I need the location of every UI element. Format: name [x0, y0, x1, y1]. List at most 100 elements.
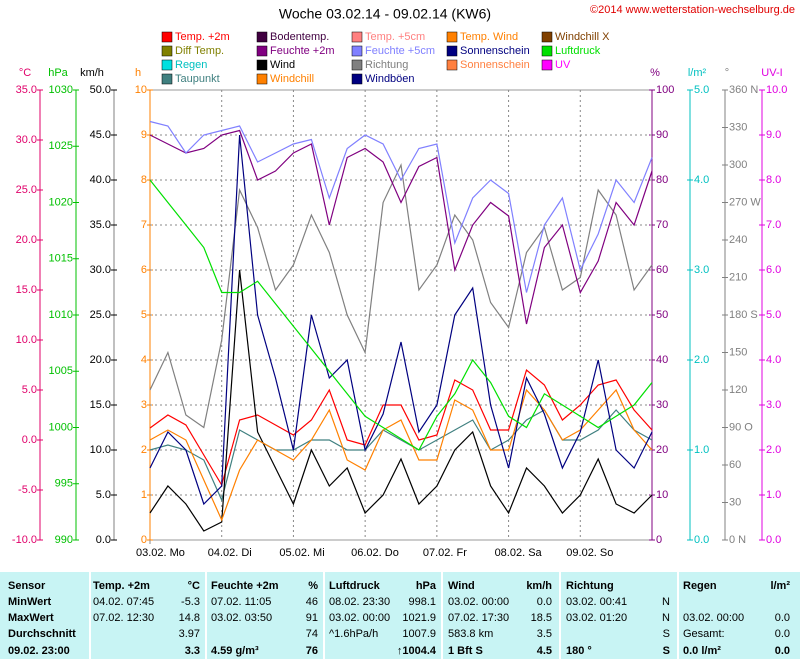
legend-swatch: [541, 59, 553, 71]
copyright: ©2014 www.wetterstation-wechselburg.de: [590, 4, 795, 16]
legend-swatch: [161, 73, 173, 85]
x-tick-label: 08.02. Sa: [495, 547, 543, 559]
y-tick-label: 240: [729, 234, 747, 246]
y-tick-label: 1030: [49, 84, 73, 96]
y-tick-label: 90 O: [729, 421, 753, 433]
table-cell: 0.0: [775, 645, 790, 657]
table-cell: 0.0: [775, 612, 790, 624]
axis-unit: hPa: [48, 67, 68, 79]
table-cell: 07.02. 12:30: [93, 612, 154, 624]
y-tick-label: 2.0: [694, 354, 709, 366]
table-cell: 4.59 g/m³: [211, 645, 259, 657]
y-tick-label: 1015: [49, 253, 73, 265]
y-tick-label: 1010: [49, 309, 73, 321]
y-tick-label: 1000: [49, 421, 73, 433]
axis-unit: °: [725, 67, 729, 79]
table-cell: 4.5: [537, 645, 552, 657]
y-tick-label: 60: [729, 459, 741, 471]
y-tick-label: 5.0: [766, 309, 781, 321]
y-tick-label: 180 S: [729, 309, 758, 321]
y-tick-label: 3.0: [766, 399, 781, 411]
axis-unit: UV-I: [761, 67, 782, 79]
y-tick-label: 120: [729, 384, 747, 396]
y-tick-label: 1005: [49, 365, 73, 377]
table-cell: 46: [306, 596, 318, 608]
table-cell: 03.02. 00:00: [329, 612, 390, 624]
y-tick-label: 150: [729, 346, 747, 358]
y-tick-label: 15.0: [90, 399, 111, 411]
table-cell: 91: [306, 612, 318, 624]
table-cell: 03.02. 00:00: [448, 596, 509, 608]
y-tick-label: 10: [656, 489, 668, 501]
table-cell: 14.8: [179, 612, 200, 624]
series-line: [149, 162, 653, 429]
y-tick-label: 0.0: [694, 534, 709, 546]
table-cell: 0.0 l/m²: [683, 645, 721, 657]
y-tick-label: 35.0: [90, 219, 111, 231]
table-cell: Feuchte +2m: [211, 580, 279, 592]
legend-label: Windböen: [365, 73, 415, 85]
legend-swatch: [161, 45, 173, 57]
legend-label: Sonnenschein: [460, 45, 530, 57]
legend-label: Feuchte +2m: [270, 45, 335, 57]
y-tick-label: 35.0: [16, 84, 37, 96]
y-tick-label: 3.0: [694, 264, 709, 276]
axis-unit: km/h: [80, 67, 104, 79]
y-tick-label: 45.0: [90, 129, 111, 141]
legend-swatch: [351, 59, 363, 71]
table-cell: ^1.6hPa/h: [329, 628, 378, 640]
table-cell: 998.1: [408, 596, 436, 608]
table-cell: l/m²: [770, 580, 790, 592]
y-tick-label: 60: [656, 264, 668, 276]
y-tick-label: 360 N: [729, 84, 758, 96]
table-cell: 07.02. 17:30: [448, 612, 509, 624]
y-tick-label: 4.0: [694, 174, 709, 186]
table-cell: ↑1004.4: [397, 645, 437, 657]
table-cell: 180 °: [566, 645, 592, 657]
y-tick-label: 30: [729, 496, 741, 508]
legend-label: Taupunkt: [175, 73, 220, 85]
legend-label: Richtung: [365, 59, 408, 71]
y-tick-label: 4: [141, 354, 147, 366]
y-tick-label: 0.0: [766, 534, 781, 546]
table-cell: 583.8 km: [448, 628, 493, 640]
axis-unit: %: [650, 67, 660, 79]
series-line: [149, 409, 653, 502]
series-line: [149, 179, 653, 451]
legend-swatch: [161, 31, 173, 43]
y-tick-label: 20: [656, 444, 668, 456]
legend-swatch: [161, 59, 173, 71]
y-tick-label: 300: [729, 159, 747, 171]
y-tick-label: 5.0: [694, 84, 709, 96]
table-cell: 0.0: [537, 596, 552, 608]
x-tick-label: 05.02. Mi: [279, 547, 324, 559]
table-cell: 3.5: [537, 628, 552, 640]
table-cell: 03.02. 03:50: [211, 612, 272, 624]
table-cell: hPa: [416, 580, 437, 592]
series-line: [149, 120, 653, 293]
table-background: [0, 572, 800, 659]
y-tick-label: 1025: [49, 140, 73, 152]
legend-label: Temp. +2m: [175, 31, 230, 43]
legend-swatch: [256, 45, 268, 57]
table-cell: N: [662, 596, 670, 608]
table-cell: Temp. +2m: [93, 580, 150, 592]
y-tick-label: 1020: [49, 196, 73, 208]
legend-swatch: [256, 31, 268, 43]
y-tick-label: 2: [141, 444, 147, 456]
y-tick-label: 210: [729, 271, 747, 283]
y-tick-label: 8.0: [766, 174, 781, 186]
y-tick-label: 10.0: [16, 334, 37, 346]
series-line: [149, 388, 653, 522]
y-tick-label: 6: [141, 264, 147, 276]
legend-label: Bodentemp.: [270, 31, 329, 43]
table-cell: 03.02. 00:41: [566, 596, 627, 608]
y-tick-label: 0.0: [96, 534, 111, 546]
table-cell: 03.02. 00:00: [683, 612, 744, 624]
legend-swatch: [256, 59, 268, 71]
y-tick-label: 0.0: [22, 434, 37, 446]
y-tick-label: 4.0: [766, 354, 781, 366]
table-cell: 09.02. 23:00: [8, 645, 70, 657]
table-cell: km/h: [526, 580, 552, 592]
table-cell: 08.02. 23:30: [329, 596, 390, 608]
